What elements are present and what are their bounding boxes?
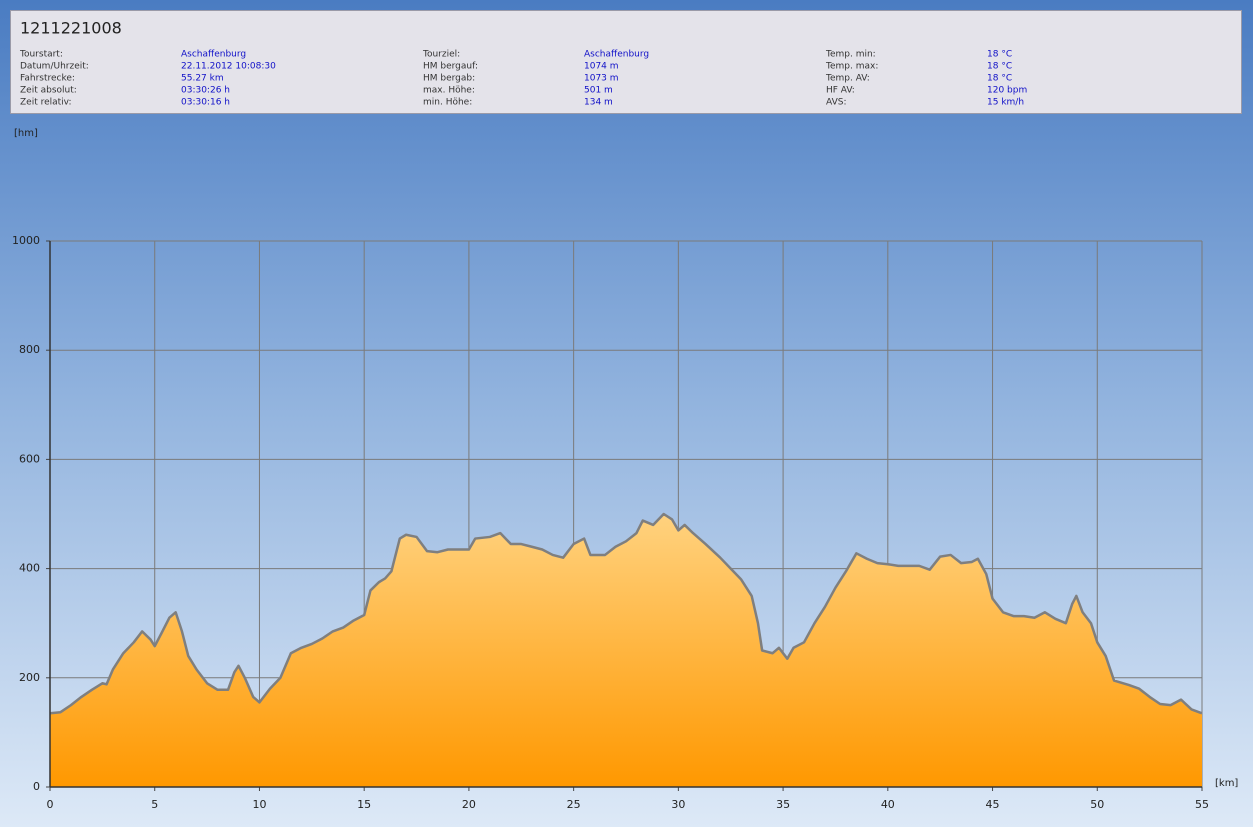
area-line [49, 512, 1203, 715]
field-label: HF AV: [826, 86, 855, 96]
y-tick-label: 600 [19, 452, 40, 465]
field-label: HM bergab: [423, 74, 475, 84]
field-label: Tourziel: [422, 50, 460, 60]
x-tick-label: 40 [881, 798, 895, 811]
y-axis-label: [hm] [14, 128, 38, 139]
field-value: 134 m [584, 98, 613, 108]
y-tick-label: 800 [19, 343, 40, 356]
field-value: 1074 m [584, 62, 619, 72]
field-value: 15 km/h [987, 98, 1024, 108]
x-tick-label: 35 [776, 798, 790, 811]
y-tick-label: 200 [19, 671, 40, 684]
y-tick-label: 400 [19, 562, 40, 575]
y-tick-label: 1000 [12, 234, 40, 247]
x-tick-label: 30 [671, 798, 685, 811]
x-axis-label: [km] [1215, 778, 1238, 789]
x-tick-label: 10 [252, 798, 266, 811]
field-value: 03:30:26 h [181, 86, 230, 96]
x-tick-label: 45 [986, 798, 1000, 811]
field-label: Fahrstrecke: [20, 74, 75, 84]
field-value: 18 °C [987, 50, 1012, 60]
field-value: 18 °C [987, 74, 1012, 84]
field-label: Zeit relativ: [20, 98, 72, 108]
info-panel [10, 10, 1242, 114]
x-tick-label: 0 [47, 798, 54, 811]
info-fields: Tourstart: Aschaffenburg Datum/Uhrzeit: 22.… [19, 50, 1027, 108]
x-tick-label: 55 [1195, 798, 1209, 811]
field-label: max. Höhe: [423, 86, 475, 96]
field-label: HM bergauf: [423, 62, 478, 72]
field-value: Aschaffenburg [584, 50, 649, 60]
field-value: Aschaffenburg [181, 50, 246, 60]
field-value: 18 °C [987, 62, 1012, 72]
y-tick-label: 0 [33, 780, 40, 793]
field-label: Temp. max: [825, 62, 878, 72]
field-value: 03:30:16 h [181, 98, 230, 108]
field-label: AVS: [826, 98, 846, 108]
field-label: Temp. min: [825, 50, 876, 60]
field-value: 22.11.2012 10:08:30 [181, 62, 276, 72]
field-label: min. Höhe: [423, 98, 472, 108]
plot-area: 0 200 400 600 800 1000 0 5 10 15 20 25 30 35 40 45 50 55 [… [12, 128, 1238, 811]
area-fill [50, 514, 1202, 787]
field-label: Datum/Uhrzeit: [20, 62, 89, 72]
field-label: Temp. AV: [825, 74, 870, 84]
field-label: Tourstart: [19, 50, 63, 60]
field-value: 120 bpm [987, 86, 1027, 96]
x-tick-label: 50 [1090, 798, 1104, 811]
x-tick-label: 5 [151, 798, 158, 811]
field-value: 1073 m [584, 74, 619, 84]
field-label: Zeit absolut: [20, 86, 77, 96]
field-value: 501 m [584, 86, 613, 96]
x-tick-label: 15 [357, 798, 371, 811]
field-value: 55.27 km [181, 74, 224, 84]
x-tick-label: 20 [462, 798, 476, 811]
x-tick-label: 25 [567, 798, 581, 811]
info-title: 1211221008 [20, 19, 122, 38]
